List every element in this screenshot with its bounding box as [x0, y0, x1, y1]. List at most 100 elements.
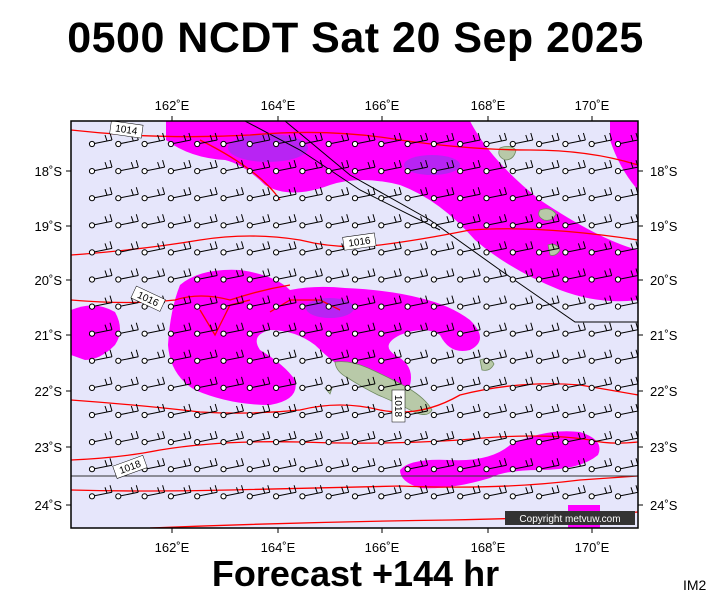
wind-barb: [588, 268, 613, 283]
wind-barb: [483, 430, 507, 446]
wind-barb: [167, 430, 192, 446]
wind-barb: [536, 403, 560, 419]
wind-barb: [167, 295, 192, 310]
wind-barb: [614, 458, 638, 473]
wind-barb: [457, 268, 481, 283]
wind-barb: [167, 322, 192, 337]
wind-barb: [430, 241, 455, 256]
wind-barb: [246, 349, 271, 364]
wind-barb: [430, 376, 455, 391]
wind-barb: [246, 322, 271, 337]
wind-barb: [325, 132, 350, 148]
wind-barb: [273, 268, 297, 283]
wind-barb: [194, 214, 218, 229]
wind-barb: [273, 187, 297, 202]
wind-barb: [562, 241, 586, 256]
wind-barb: [378, 187, 402, 202]
wind-barb: [194, 458, 218, 473]
wind-barb: [88, 132, 113, 148]
wind-barb: [378, 322, 402, 337]
lat-label-right: 23˚S: [650, 440, 678, 455]
wind-barb: [536, 458, 560, 473]
wind-barb: [483, 458, 507, 473]
wind-barb: [588, 214, 613, 229]
left-latitude-labels: 18˚S 19˚S 20˚S 21˚S 22˚S 23˚S 24˚S: [35, 164, 63, 513]
wind-barb: [509, 187, 534, 202]
wind-barb: [404, 376, 429, 391]
wind-barb: [88, 485, 113, 500]
wind-barb: [246, 295, 271, 310]
wind-barb: [536, 268, 560, 283]
wind-barb: [378, 295, 402, 310]
wind-barb: [509, 268, 534, 283]
wind-barb: [141, 241, 166, 256]
wind-barb: [562, 458, 586, 473]
map-frame: [70, 120, 639, 529]
lat-label-right: 20˚S: [650, 273, 678, 288]
wind-barb: [246, 430, 271, 446]
wind-barb: [273, 295, 297, 310]
right-latitude-labels: 18˚S 19˚S 20˚S 21˚S 22˚S 23˚S 24˚S: [650, 164, 678, 513]
wind-barb: [430, 214, 455, 229]
wind-barb: [430, 485, 455, 500]
wind-barb: [378, 132, 402, 148]
wind-barb: [167, 132, 192, 148]
wind-barb: [273, 458, 297, 473]
wind-barb: [88, 322, 113, 337]
wind-barb: [562, 485, 586, 500]
wind-barb: [457, 214, 481, 229]
wind-barb: [194, 187, 218, 202]
lat-label-left: 24˚S: [35, 498, 63, 513]
wind-barb: [562, 214, 586, 229]
wind-barb: [194, 132, 218, 148]
wind-barb: [167, 187, 192, 202]
wind-barb: [614, 322, 638, 337]
wind-barb: [167, 458, 192, 473]
wind-barb: [141, 349, 166, 364]
wind-barb: [220, 214, 244, 229]
wind-barb: [509, 295, 534, 310]
wind-barb: [614, 295, 638, 310]
wind-barb: [509, 349, 534, 364]
wind-barb: [536, 187, 560, 202]
wind-barb: [88, 214, 113, 229]
wind-barb: [457, 132, 481, 148]
wind-barb: [536, 430, 560, 446]
bottom-longitude-labels: 162˚E 164˚E 166˚E 168˚E 170˚E: [155, 540, 610, 555]
wind-barb: [220, 430, 244, 446]
wind-barb: [351, 458, 376, 473]
lon-label-top: 164˚E: [261, 98, 296, 113]
wind-barb: [588, 349, 613, 364]
wind-barb: [351, 214, 376, 229]
copyright-text: Copyright metvuw.com: [519, 514, 620, 525]
lon-label-top: 168˚E: [471, 98, 506, 113]
wind-barb: [614, 159, 638, 175]
wind-barb: [483, 322, 507, 337]
wind-barb: [351, 430, 376, 446]
wind-barb: [299, 322, 323, 337]
wind-barb: [404, 458, 429, 473]
wind-barb: [536, 132, 560, 148]
wind-barb: [509, 132, 534, 148]
wind-barb: [273, 430, 297, 446]
wind-barb: [536, 214, 560, 229]
wind-barb: [483, 132, 507, 148]
wind-barb: [430, 132, 455, 148]
wind-barb: [246, 458, 271, 473]
wind-barb: [141, 430, 166, 446]
wind-barb: [457, 349, 481, 364]
wind-barb: [588, 458, 613, 473]
wind-barb: [220, 349, 244, 364]
lat-label-left: 22˚S: [35, 384, 63, 399]
wind-barb: [483, 268, 507, 283]
wind-barb: [430, 187, 455, 202]
wind-barb: [115, 214, 139, 229]
wind-barb: [614, 349, 638, 364]
wind-barb: [115, 268, 139, 283]
wind-barb: [457, 458, 481, 473]
wind-barb: [273, 241, 297, 256]
wind-barb: [88, 159, 113, 175]
wind-barb: [457, 403, 481, 419]
wind-barb: [483, 403, 507, 419]
wind-barb: [141, 159, 166, 175]
